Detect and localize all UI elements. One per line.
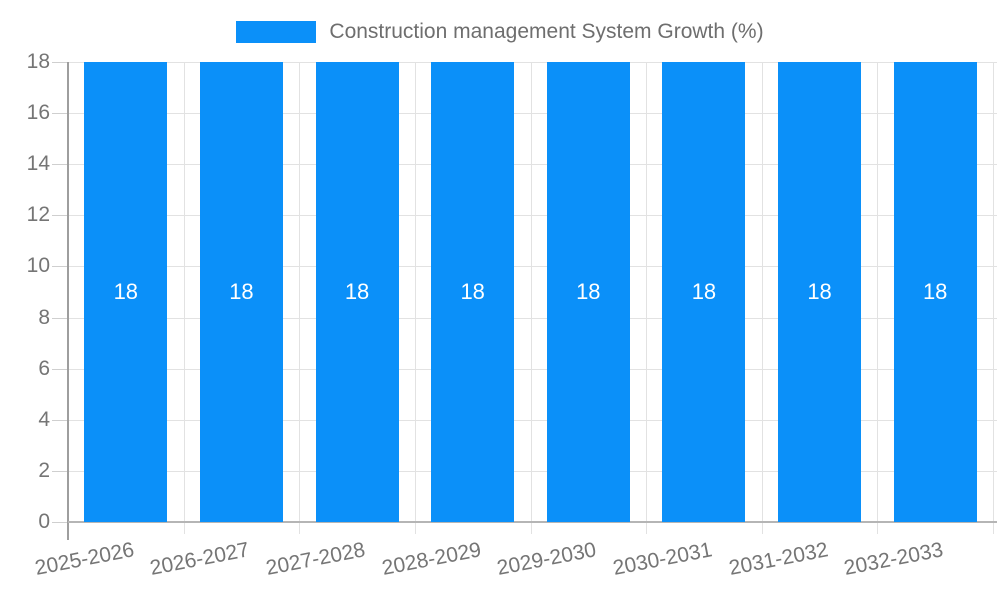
bar-value-label: 18 (113, 279, 139, 304)
y-tick-mark (52, 419, 68, 421)
bar-value-label: 18 (576, 279, 601, 304)
y-gridline (68, 215, 997, 217)
y-axis-tick-label: 18 (26, 50, 50, 73)
bar[interactable]: 18 (662, 62, 746, 522)
y-tick-mark (52, 215, 68, 217)
y-axis-tick-label: 2 (38, 458, 50, 482)
y-gridline (68, 62, 997, 63)
y-gridline (68, 368, 997, 370)
y-axis-tick-label: 10 (26, 254, 50, 278)
y-tick-mark (52, 470, 68, 472)
bar[interactable]: 18 (546, 62, 630, 522)
x-gridline (993, 62, 994, 534)
y-tick-mark (52, 62, 68, 63)
chart-legend[interactable]: Construction management System Growth (%… (0, 18, 1000, 46)
y-axis-tick-label: 12 (26, 203, 50, 227)
y-axis-tick-label: 16 (26, 101, 50, 125)
bar[interactable]: 18 (893, 62, 977, 522)
bar-value-label: 18 (229, 279, 254, 304)
y-tick-mark (52, 368, 68, 370)
y-tick-mark (52, 317, 68, 319)
y-gridline (68, 470, 997, 472)
y-axis-tick-label: 14 (26, 152, 50, 176)
y-tick-mark (52, 164, 68, 166)
y-gridline (68, 113, 997, 115)
x-gridline (299, 62, 301, 534)
bar[interactable]: 18 (431, 62, 515, 522)
y-tick-mark (52, 266, 68, 268)
x-axis-line (68, 521, 997, 523)
bar[interactable]: 18 (199, 62, 283, 522)
y-axis-tick-label: 6 (38, 356, 50, 380)
y-axis-tick-label: 8 (38, 305, 50, 329)
bar[interactable]: 18 (84, 62, 168, 522)
bar-value-label: 18 (344, 279, 370, 304)
bar[interactable]: 18 (778, 62, 862, 522)
legend-label: Construction management System Growth (%… (329, 20, 764, 43)
bar[interactable]: 18 (315, 62, 399, 522)
y-tick-mark (52, 113, 68, 115)
y-gridline (68, 419, 997, 421)
y-gridline (68, 164, 997, 166)
y-axis-line (67, 62, 69, 540)
y-axis-tick-label: 0 (38, 510, 50, 533)
y-gridline (68, 266, 997, 268)
x-gridline (414, 62, 416, 534)
x-gridline (530, 62, 532, 534)
x-gridline (646, 62, 648, 534)
bar-value-label: 18 (807, 279, 832, 304)
bar-value-label: 18 (922, 279, 948, 304)
bar-value-label: 18 (691, 279, 717, 304)
bar-value-label: 18 (460, 279, 485, 304)
x-gridline (183, 62, 185, 534)
legend-swatch (236, 21, 317, 43)
x-gridline (877, 62, 879, 534)
y-gridline (68, 317, 997, 319)
y-axis-tick-label: 4 (38, 407, 50, 431)
y-tick-mark (52, 522, 68, 523)
x-gridline (761, 62, 763, 534)
